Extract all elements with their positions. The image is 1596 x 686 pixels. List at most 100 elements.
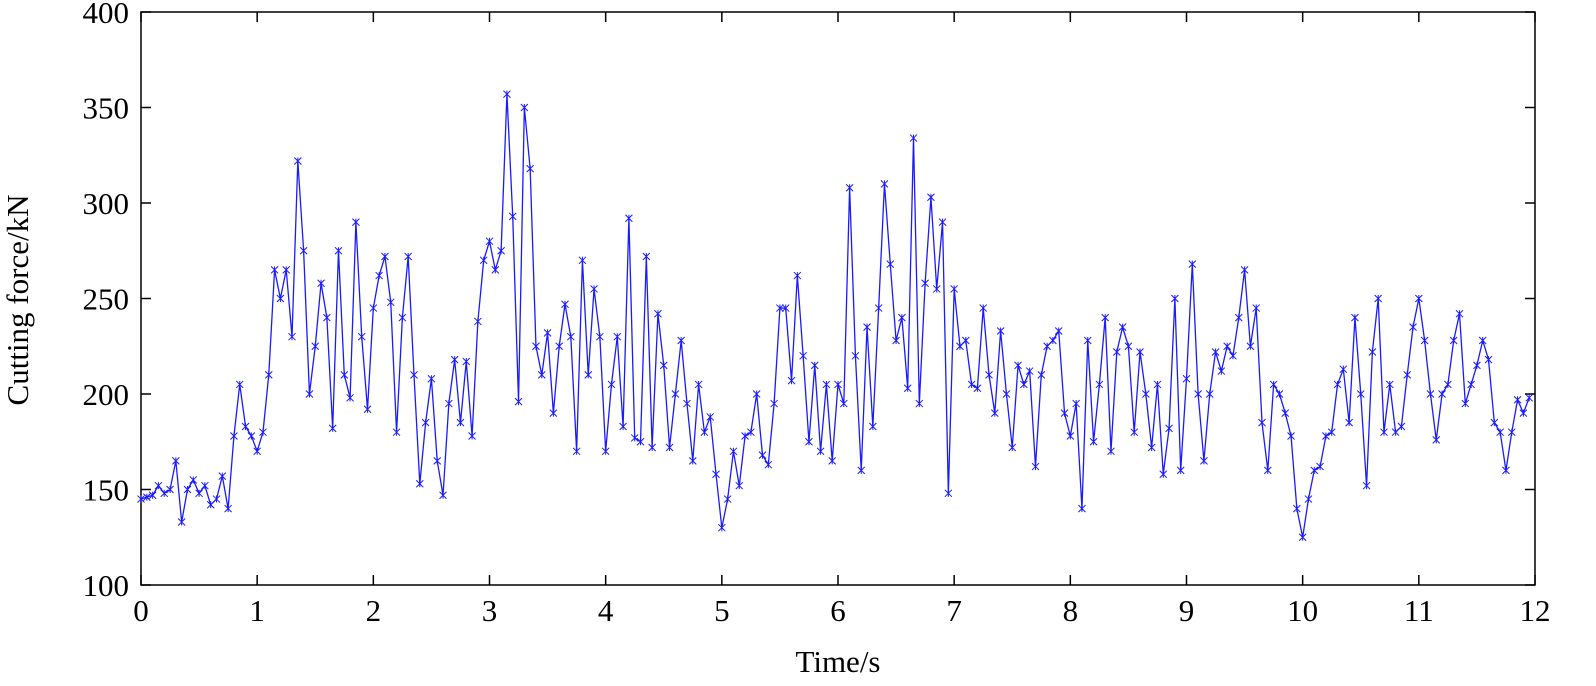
data-marker [828,456,837,465]
data-marker [613,332,622,341]
data-marker [154,481,163,490]
data-marker [1356,390,1365,398]
data-marker [648,443,656,452]
data-marker [1025,367,1034,375]
data-marker [1171,294,1179,303]
data-marker [1107,447,1115,456]
data-marker [1054,327,1063,335]
data-marker [874,304,883,312]
data-marker [1130,428,1139,437]
data-marker [990,409,999,417]
data-marker [537,371,546,379]
data-marker [1031,462,1040,471]
data-marker [950,285,959,293]
data-marker [328,424,337,433]
data-marker [1136,348,1144,356]
data-marker [1002,390,1011,398]
data-marker [526,164,535,173]
data-marker [381,252,389,261]
data-marker [253,447,262,456]
data-marker [810,361,819,370]
y-tick-label: 400 [83,0,130,30]
data-marker [921,279,929,288]
data-marker [706,413,715,421]
data-marker [375,271,383,280]
data-marker [1275,390,1284,398]
data-marker [822,380,831,389]
data-marker [520,103,529,112]
data-marker [961,336,970,345]
data-marker [799,351,808,360]
data-marker [694,380,703,389]
data-marker [793,271,802,280]
data-marker [1229,351,1237,360]
data-marker [323,313,331,322]
data-marker [892,336,900,345]
data-marker [1188,260,1197,268]
data-marker [468,432,476,440]
data-marker [944,489,953,498]
data-marker [625,214,633,223]
data-marker [688,456,697,465]
data-marker [729,447,738,456]
data-marker [1496,428,1505,437]
data-marker [607,380,616,389]
data-marker [909,134,918,142]
data-marker [479,256,488,265]
data-marker [1397,422,1406,431]
data-marker [1124,342,1133,351]
data-marker [601,447,610,456]
data-marker [1293,504,1301,513]
x-tick-label: 3 [482,593,498,628]
x-tick-label: 9 [1179,593,1195,628]
data-marker [137,495,145,503]
y-tick-label: 350 [83,91,130,126]
data-marker [915,399,924,408]
data-marker [171,456,180,465]
data-marker [1298,533,1307,542]
data-marker [201,481,209,490]
data-marker [1525,393,1534,402]
data-marker [456,418,465,427]
x-tick-label: 1 [249,593,265,628]
data-marker [1490,418,1499,427]
data-marker [1351,313,1359,322]
data-marker [973,384,982,393]
data-marker [1095,380,1104,389]
y-tick-label: 250 [83,282,130,317]
data-marker [1200,456,1208,465]
data-marker [1014,361,1022,370]
data-marker [1507,428,1516,437]
x-tick-label: 7 [946,593,962,628]
data-marker [642,252,651,261]
data-marker [880,180,889,188]
data-marker [584,371,593,379]
data-marker [264,371,273,379]
data-marker [1269,380,1278,389]
data-marker [1159,470,1168,479]
data-marker [1089,437,1098,446]
data-marker [1444,380,1452,389]
data-marker [1252,304,1261,312]
data-marker [1403,371,1412,379]
data-marker [142,493,151,501]
data-marker [293,157,302,165]
data-marker [741,432,749,440]
data-marker [352,218,360,226]
data-marker [259,428,267,437]
data-marker [439,491,447,500]
data-marker [1112,348,1121,356]
data-marker [288,332,296,341]
data-marker [1118,323,1127,332]
data-marker [979,304,988,312]
x-tick-label: 4 [598,593,614,628]
data-marker [1333,380,1342,389]
data-marker [938,218,947,226]
data-marker [1380,428,1388,437]
data-marker [450,355,459,364]
data-marker [996,327,1005,335]
data-marker [398,313,407,322]
data-marker [166,485,174,494]
data-marker [549,409,558,417]
data-marker [427,374,436,383]
